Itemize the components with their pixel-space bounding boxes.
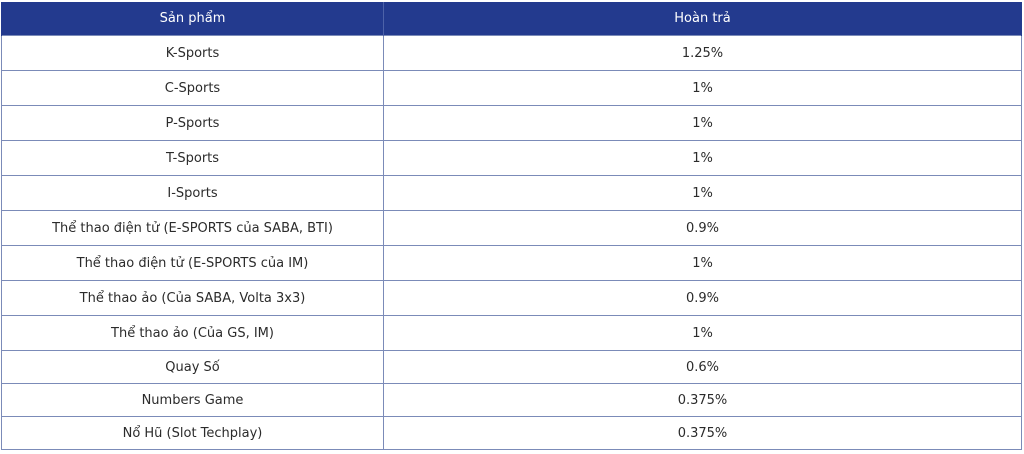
rebate-cell: 0.375% xyxy=(383,383,1022,417)
rebate-cell: 1.25% xyxy=(383,35,1022,71)
product-cell: K-Sports xyxy=(1,35,384,71)
table-header-row: Sản phẩm Hoàn trả xyxy=(1,2,1022,36)
column-header-product: Sản phẩm xyxy=(1,2,384,36)
product-cell: P-Sports xyxy=(1,105,384,141)
product-cell: Thể thao điện tử (E-SPORTS của IM) xyxy=(1,245,384,281)
table-row: I-Sports 1% xyxy=(1,175,1022,211)
product-cell: Thể thao ảo (Của GS, IM) xyxy=(1,315,384,351)
table-row: Thể thao ảo (Của GS, IM) 1% xyxy=(1,315,1022,351)
product-cell: Thể thao ảo (Của SABA, Volta 3x3) xyxy=(1,280,384,316)
table-row: Numbers Game 0.375% xyxy=(1,383,1022,417)
product-cell: T-Sports xyxy=(1,140,384,176)
product-cell: Thể thao điện tử (E-SPORTS của SABA, BTI… xyxy=(1,210,384,246)
table-row: Thể thao điện tử (E-SPORTS của IM) 1% xyxy=(1,245,1022,281)
rebate-cell: 0.375% xyxy=(383,416,1022,450)
product-cell: Quay Số xyxy=(1,350,384,384)
product-cell: Numbers Game xyxy=(1,383,384,417)
rebate-cell: 1% xyxy=(383,105,1022,141)
table-row: K-Sports 1.25% xyxy=(1,35,1022,71)
rebate-cell: 1% xyxy=(383,175,1022,211)
product-cell: Nổ Hũ (Slot Techplay) xyxy=(1,416,384,450)
table-row: Quay Số 0.6% xyxy=(1,350,1022,384)
rebate-cell: 0.9% xyxy=(383,210,1022,246)
table-row: C-Sports 1% xyxy=(1,70,1022,106)
rebate-cell: 1% xyxy=(383,140,1022,176)
rebate-cell: 1% xyxy=(383,315,1022,351)
product-cell: C-Sports xyxy=(1,70,384,106)
rebate-cell: 0.6% xyxy=(383,350,1022,384)
rebate-cell: 1% xyxy=(383,245,1022,281)
rebate-cell: 0.9% xyxy=(383,280,1022,316)
column-header-rebate: Hoàn trả xyxy=(383,2,1022,36)
table-row: Nổ Hũ (Slot Techplay) 0.375% xyxy=(1,416,1022,450)
table-row: P-Sports 1% xyxy=(1,105,1022,141)
table-row: Thể thao ảo (Của SABA, Volta 3x3) 0.9% xyxy=(1,280,1022,316)
table-row: T-Sports 1% xyxy=(1,140,1022,176)
product-cell: I-Sports xyxy=(1,175,384,211)
table-row: Thể thao điện tử (E-SPORTS của SABA, BTI… xyxy=(1,210,1022,246)
rebate-cell: 1% xyxy=(383,70,1022,106)
